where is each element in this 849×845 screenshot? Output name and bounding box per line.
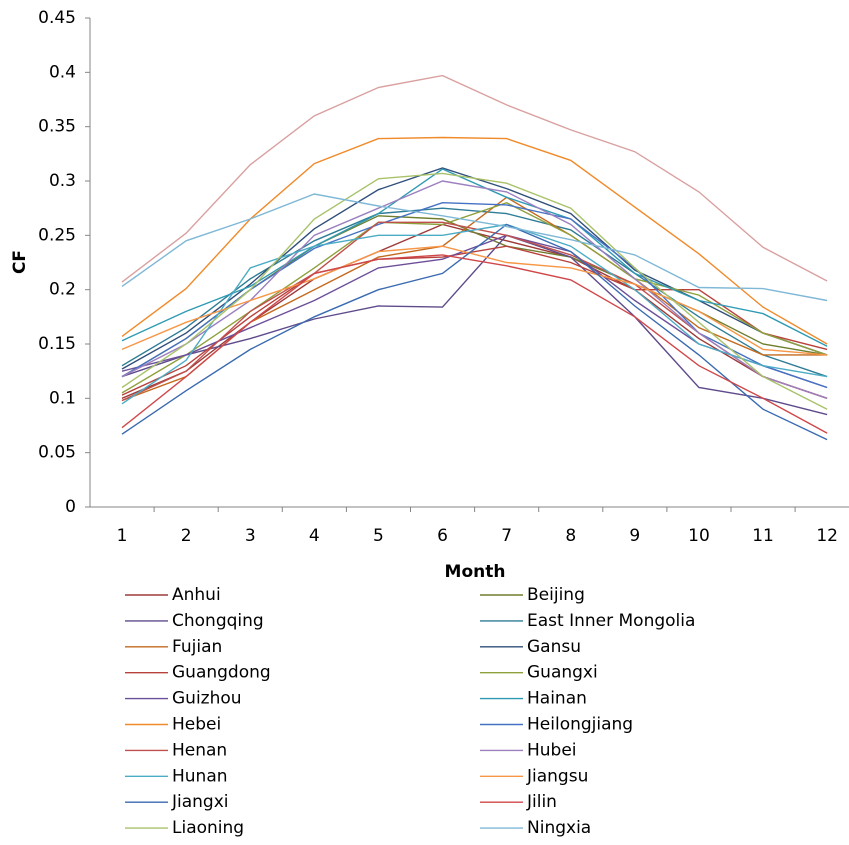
legend-label: Hebei	[172, 715, 221, 735]
x-tick-label: 1	[117, 526, 128, 546]
series-line	[121, 180, 828, 399]
x-tick-label: 7	[501, 526, 512, 546]
y-tick-label: 0.45	[38, 8, 76, 28]
legend-label: Hubei	[527, 740, 577, 760]
y-tick-label: 0.15	[38, 334, 76, 354]
legend-label: Guangxi	[527, 663, 598, 683]
series-line	[121, 234, 828, 416]
y-tick-label: 0.1	[49, 388, 76, 408]
x-tick-label: 10	[688, 526, 710, 546]
series-line	[121, 207, 828, 378]
legend-label: Guangdong	[172, 663, 271, 683]
series-line	[121, 193, 828, 302]
legend-label: Beijing	[527, 585, 585, 605]
y-tick-label: 0	[65, 497, 76, 517]
legend-label: East Inner Mongolia	[527, 611, 695, 631]
x-tick-label: 5	[373, 526, 384, 546]
y-tick-label: 0.3	[49, 171, 76, 191]
x-tick-label: 4	[309, 526, 320, 546]
legend-label: Chongqing	[172, 611, 264, 631]
legend-label: Jilin	[526, 792, 557, 812]
series-line	[121, 172, 828, 410]
y-tick-label: 0.2	[49, 280, 76, 300]
legend-label: Fujian	[172, 637, 222, 657]
legend-label: Gansu	[527, 637, 581, 657]
x-tick-label: 3	[245, 526, 256, 546]
x-tick-label: 6	[437, 526, 448, 546]
y-axis-title: CF	[10, 250, 30, 274]
legend-label: Jiangsu	[526, 766, 588, 786]
legend-label: Ningxia	[527, 818, 591, 838]
x-axis-title: Month	[445, 562, 506, 582]
series-line	[121, 168, 828, 347]
legend-label: Hainan	[527, 689, 587, 709]
y-tick-label: 0.25	[38, 225, 76, 245]
series-line	[121, 245, 828, 396]
y-tick-label: 0.05	[38, 443, 76, 463]
series-line	[121, 201, 828, 394]
series-line	[121, 136, 828, 345]
y-tick-label: 0.35	[38, 117, 76, 137]
series-line	[121, 223, 828, 405]
legend-label: Jiangxi	[171, 792, 229, 812]
legend-label: Heilongjiang	[527, 715, 633, 735]
x-tick-label: 2	[181, 526, 192, 546]
legend-label: Liaoning	[172, 818, 244, 838]
legend-label: Guizhou	[172, 689, 242, 709]
x-tick-label: 8	[565, 526, 576, 546]
legend-label: Henan	[172, 740, 227, 760]
legend-label: Hunan	[172, 766, 228, 786]
y-tick-label: 0.4	[49, 62, 76, 82]
legend-label: Anhui	[172, 585, 221, 605]
series-line	[121, 245, 828, 356]
series-line	[121, 223, 828, 441]
x-tick-label: 11	[752, 526, 774, 546]
series-line	[121, 196, 828, 402]
series-line	[121, 254, 828, 434]
series-line	[121, 74, 828, 283]
x-tick-label: 12	[816, 526, 838, 546]
x-tick-label: 9	[629, 526, 640, 546]
